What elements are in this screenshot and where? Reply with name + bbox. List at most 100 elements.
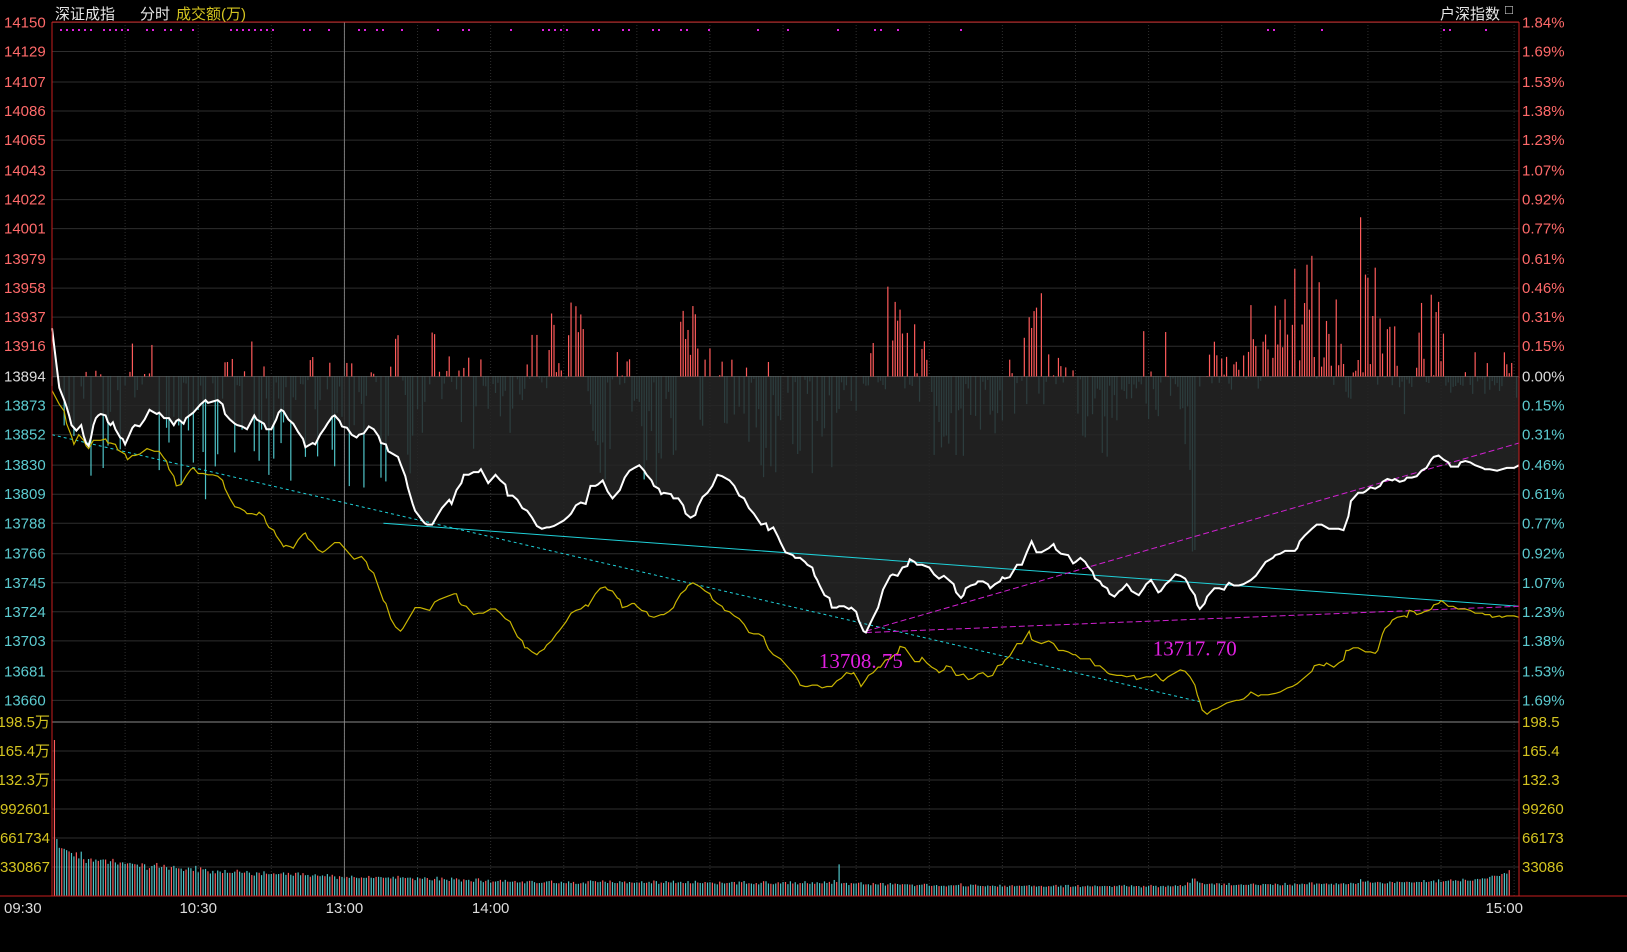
signal-dot: [592, 29, 594, 31]
pct-tick-label: 1.38%: [1522, 633, 1565, 650]
pct-tick-label: 0.61%: [1522, 486, 1565, 503]
pct-tick-label: 0.46%: [1522, 457, 1565, 474]
volume-tick-label-left: 992601: [0, 801, 50, 818]
signal-dot: [192, 29, 194, 31]
signal-dot: [84, 29, 86, 31]
signal-dot: [90, 29, 92, 31]
index-name[interactable]: 深证成指: [55, 6, 116, 23]
signal-dot: [1443, 29, 1445, 31]
frame: [0, 21, 1627, 897]
signal-dot: [787, 29, 789, 31]
price-tick-label: 13937: [4, 309, 46, 326]
mode-label[interactable]: 分时: [140, 6, 171, 23]
volume-tick-label-right: 165.4: [1522, 743, 1560, 760]
price-area-fill: [52, 328, 1519, 633]
signal-dot: [103, 29, 105, 31]
right-index-label[interactable]: 户深指数: [1440, 6, 1501, 23]
signal-dot: [303, 29, 305, 31]
volume-tick-label-left: 165.4万: [0, 743, 50, 760]
signal-dot: [248, 29, 250, 31]
signal-dot: [628, 29, 630, 31]
price-tick-label: 13852: [4, 427, 46, 444]
volume-tick-label-right: 66173: [1522, 830, 1564, 847]
signal-dot: [382, 29, 384, 31]
signal-dot: [146, 29, 148, 31]
price-tick-label: 13894: [4, 369, 46, 386]
signal-dot: [376, 29, 378, 31]
price-tick-label: 13809: [4, 486, 46, 503]
price-tick-label: 13703: [4, 633, 46, 650]
signal-dot: [1267, 29, 1269, 31]
volume-bars: [53, 739, 1510, 896]
price-tick-label: 13745: [4, 575, 46, 592]
price-tick-label: 14065: [4, 132, 46, 149]
signal-dot: [658, 29, 660, 31]
signal-dot: [72, 29, 74, 31]
signal-dot: [236, 29, 238, 31]
price-tick-label: 14001: [4, 221, 46, 238]
signal-dot: [462, 29, 464, 31]
signal-dot: [897, 29, 899, 31]
price-tick-label: 13681: [4, 663, 46, 680]
pct-tick-label: 0.77%: [1522, 221, 1565, 238]
volume-tick-label-right: 33086: [1522, 859, 1564, 876]
axis-labels: 14150 14129 14107 14086 14065 14043 14022 14001…: [0, 15, 1565, 918]
right-box-icon[interactable]: □: [1505, 2, 1513, 17]
signal-dot: [115, 29, 117, 31]
price-tick-label: 13979: [4, 251, 46, 268]
signal-dot: [560, 29, 562, 31]
signal-dot: [1485, 29, 1487, 31]
pct-tick-label: 1.84%: [1522, 15, 1565, 32]
signal-dot: [358, 29, 360, 31]
signal-dot: [121, 29, 123, 31]
time-tick-label: 10:30: [179, 900, 217, 917]
signal-dot: [230, 29, 232, 31]
signal-dot: [542, 29, 544, 31]
trend-line-magenta-dashed-rising: [865, 442, 1520, 632]
signal-dot: [170, 29, 172, 31]
signal-dot: [242, 29, 244, 31]
signal-dot: [548, 29, 550, 31]
signal-dot: [266, 29, 268, 31]
signal-dot: [180, 29, 182, 31]
pct-tick-label: 0.61%: [1522, 251, 1565, 268]
signal-dot: [164, 29, 166, 31]
pct-tick-label: 0.46%: [1522, 280, 1565, 297]
signal-dot: [1273, 29, 1275, 31]
time-tick-label: 14:00: [472, 900, 510, 917]
signal-dot: [78, 29, 80, 31]
trend-line-cyan-solid-resistance: [383, 522, 1520, 607]
signal-dot: [109, 29, 111, 31]
pct-tick-label: 1.38%: [1522, 103, 1565, 120]
volume-tick-label-right: 99260: [1522, 801, 1564, 818]
signal-dot: [60, 29, 62, 31]
volume-tick-label-left: 661734: [0, 830, 50, 847]
pct-tick-label: 1.23%: [1522, 604, 1565, 621]
price-tick-label: 14107: [4, 74, 46, 91]
pct-tick-label: 0.00%: [1522, 369, 1565, 386]
trend-line-cyan-dashed-support: [51, 434, 1200, 703]
price-line: [51, 328, 1520, 634]
signal-dot: [708, 29, 710, 31]
pct-tick-label: 1.07%: [1522, 575, 1565, 592]
price-tick-label: 13660: [4, 692, 46, 709]
pct-tick-label: 0.77%: [1522, 515, 1565, 532]
signal-dot: [880, 29, 882, 31]
signal-dot: [652, 29, 654, 31]
signal-dot: [364, 29, 366, 31]
price-tick-label: 13724: [4, 604, 46, 621]
signal-dot: [272, 29, 274, 31]
price-tick-label: 13766: [4, 546, 46, 563]
signal-dot: [127, 29, 129, 31]
price-tick-label: 13916: [4, 338, 46, 355]
indicator-label[interactable]: 成交额(万): [176, 6, 246, 23]
signal-dot: [566, 29, 568, 31]
signal-dot: [437, 29, 439, 31]
volume-tick-label-left: 132.3万: [0, 772, 50, 789]
signal-dot: [260, 29, 262, 31]
low-annotation-label: 13708. 75: [819, 649, 903, 673]
signal-dot: [510, 29, 512, 31]
signal-dot: [837, 29, 839, 31]
price-tick-label: 14150: [4, 15, 46, 32]
